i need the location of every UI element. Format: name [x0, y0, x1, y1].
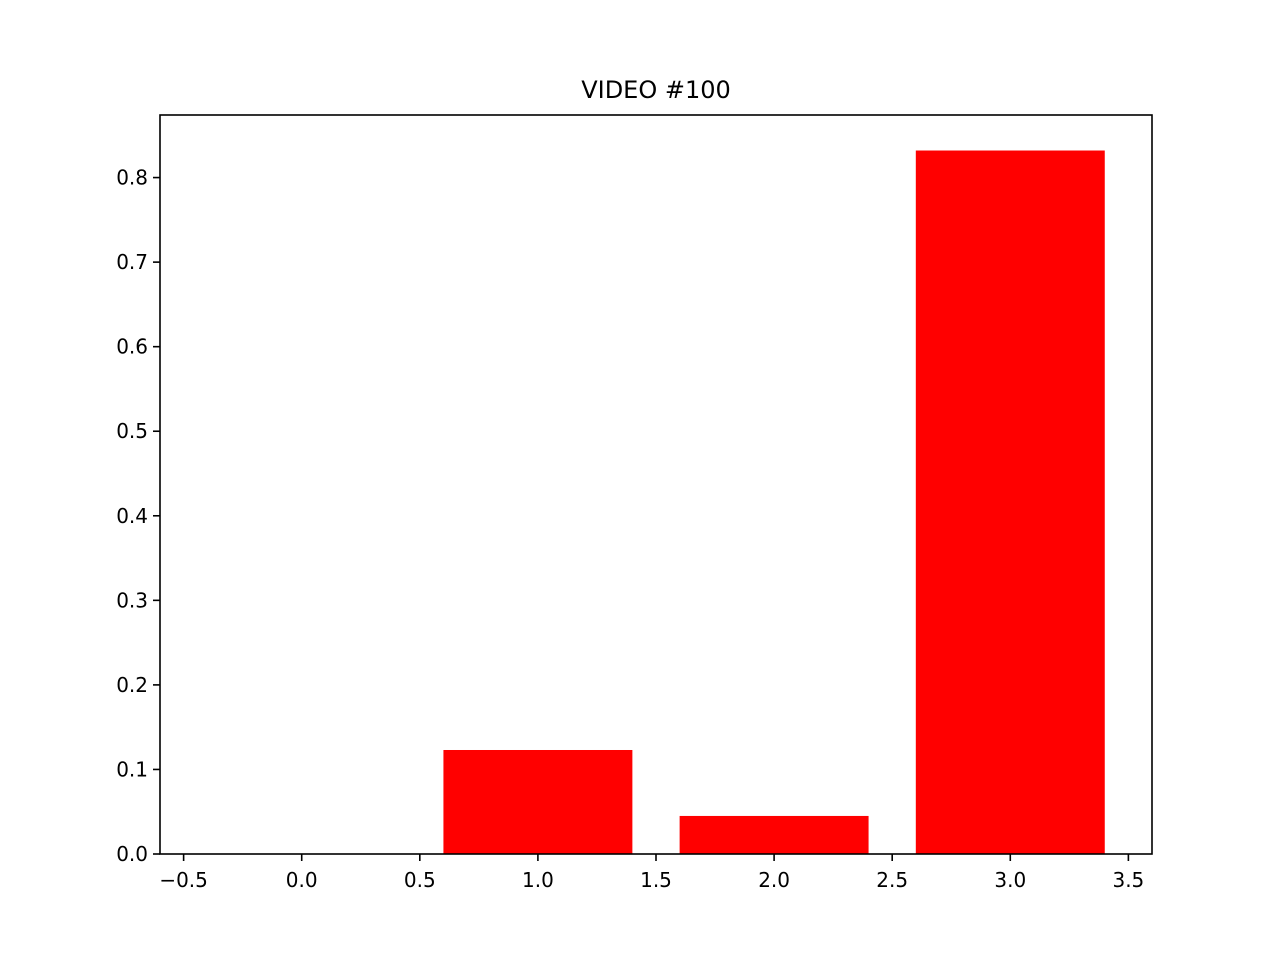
y-tick-label: 0.2: [116, 673, 148, 697]
x-tick-label: 1.5: [640, 868, 672, 892]
x-tick-label: 0.0: [286, 868, 318, 892]
x-tick-label: 3.5: [1112, 868, 1144, 892]
bars-group: [443, 150, 1105, 855]
x-tick-label: 2.5: [876, 868, 908, 892]
y-tick-label: 0.8: [116, 166, 148, 190]
y-tick-label: 0.5: [116, 419, 148, 443]
y-tick-label: 0.6: [116, 335, 148, 359]
x-tick-label: 1.0: [522, 868, 554, 892]
x-axis-ticks: −0.5 0.0 0.5 1.0 1.5 2.0 2.5 3.0 3.5: [159, 854, 1144, 892]
bar-2: [679, 815, 869, 854]
y-tick-label: 0.0: [116, 842, 148, 866]
x-tick-label: 2.0: [758, 868, 790, 892]
plot-area-frame: [159, 114, 1153, 855]
x-tick-label: 0.5: [404, 868, 436, 892]
x-tick-label: −0.5: [159, 868, 208, 892]
y-axis-ticks: 0.0 0.1 0.2 0.3 0.4 0.5 0.6 0.7 0.8: [116, 166, 160, 866]
y-tick-label: 0.7: [116, 250, 148, 274]
bar-3: [915, 150, 1105, 855]
chart-title: VIDEO #100: [581, 76, 731, 104]
y-tick-label: 0.1: [116, 757, 148, 781]
x-tick-label: 3.0: [994, 868, 1026, 892]
y-tick-label: 0.4: [116, 504, 148, 528]
y-tick-label: 0.3: [116, 588, 148, 612]
bar-1: [443, 749, 633, 854]
